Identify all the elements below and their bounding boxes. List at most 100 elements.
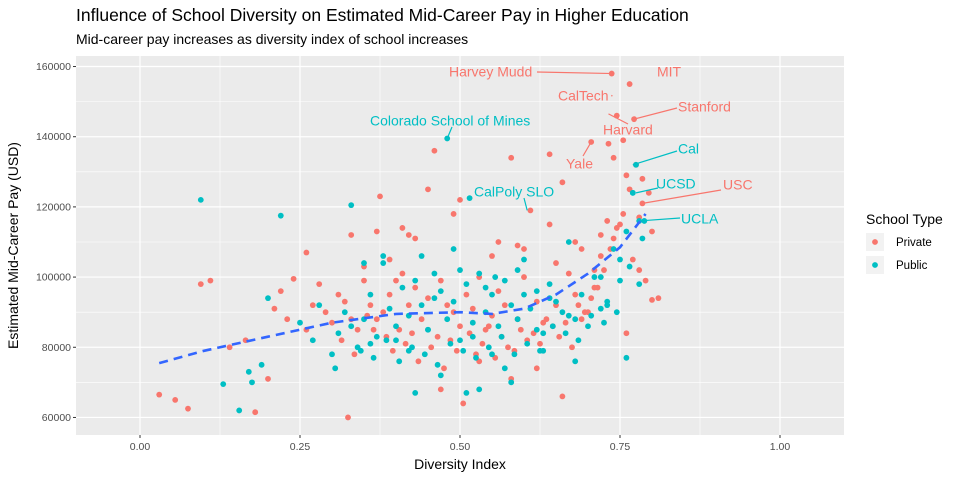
data-point-private: [252, 409, 259, 416]
data-point-private: [226, 344, 233, 351]
data-point-private: [626, 81, 633, 87]
data-point-public: [521, 291, 527, 298]
data-point-private: [335, 291, 342, 298]
data-point-private: [559, 179, 566, 186]
data-point-public: [367, 340, 374, 347]
data-point-public: [399, 284, 406, 291]
data-point-public: [533, 288, 540, 295]
data-point-public: [412, 277, 419, 284]
data-point-public: [258, 361, 265, 368]
data-point-public: [383, 337, 390, 344]
data-point-private: [514, 242, 521, 249]
data-point-public: [610, 246, 617, 252]
data-point-private: [409, 330, 415, 337]
data-point-private: [546, 221, 553, 228]
x-tick-label: 1.00: [770, 441, 791, 453]
data-point-public: [601, 319, 607, 326]
data-point-private: [620, 137, 627, 144]
data-point-public: [466, 195, 473, 202]
data-point-public: [604, 302, 611, 309]
data-point-private: [613, 225, 620, 231]
annotation-leader-colorado-school-of-mines: [446, 126, 453, 139]
data-point-private: [495, 239, 502, 245]
data-point-public: [409, 344, 415, 351]
data-point-private: [309, 302, 316, 309]
data-point-private: [655, 295, 662, 302]
y-axis-title: Estimated Mid-Career Pay (USD): [5, 142, 21, 349]
data-point-public: [380, 253, 387, 259]
annotation-label-calpoly-slo: CalPoly SLO: [474, 184, 554, 200]
data-point-private: [453, 347, 460, 354]
data-point-private: [489, 253, 495, 259]
data-point-private: [386, 256, 393, 263]
data-point-private: [556, 333, 563, 340]
data-point-private: [412, 284, 419, 291]
data-point-public: [425, 326, 431, 333]
data-point-public: [434, 361, 441, 368]
data-point-public: [501, 365, 508, 372]
data-point-public: [492, 274, 499, 280]
data-point-public: [469, 333, 476, 340]
data-point-public: [361, 260, 367, 266]
x-tick-label: 0.00: [130, 441, 151, 453]
chart-title: Influence of School Diversity on Estimat…: [76, 5, 689, 25]
data-point-public: [489, 351, 495, 358]
data-point-private: [290, 275, 297, 282]
annotation-label-ucla: UCLA: [681, 211, 719, 227]
data-point-private: [380, 309, 387, 316]
data-point-public: [489, 291, 495, 298]
data-point-public: [617, 256, 623, 263]
data-point-private: [620, 211, 627, 217]
data-point-public: [508, 379, 515, 386]
data-point-private: [425, 186, 431, 193]
data-point-public: [370, 354, 377, 361]
data-point-public: [485, 344, 492, 351]
data-point-private: [399, 225, 406, 231]
data-point-public: [629, 189, 636, 196]
data-point-public: [476, 270, 483, 277]
data-point-private: [425, 295, 431, 302]
data-point-private: [412, 235, 419, 242]
data-point-public: [495, 323, 502, 330]
data-point-public: [412, 389, 419, 396]
data-point-public: [197, 196, 204, 203]
data-point-public: [473, 354, 479, 361]
data-point-private: [578, 246, 585, 252]
x-tick-label: 0.75: [610, 441, 631, 453]
data-point-public: [265, 295, 271, 302]
data-point-private: [172, 397, 179, 403]
data-point-private: [559, 393, 566, 400]
data-point-public: [501, 277, 508, 284]
data-point-public: [332, 365, 339, 372]
data-point-private: [639, 175, 646, 182]
data-point-private: [373, 316, 380, 323]
data-point-public: [482, 284, 489, 291]
data-point-private: [386, 291, 393, 298]
data-point-public: [297, 319, 303, 326]
data-point-private: [284, 316, 291, 323]
data-point-public: [450, 298, 457, 305]
data-point-public: [457, 337, 463, 344]
annotation-label-colorado-school-of-mines: Colorado School of Mines: [370, 113, 530, 129]
data-point-private: [578, 316, 585, 323]
data-point-public: [463, 281, 470, 288]
annotation-leader-ucsd: [635, 187, 659, 194]
annotation-leader-cal: [632, 150, 678, 166]
data-point-private: [389, 347, 396, 354]
data-point-public: [585, 323, 591, 330]
data-point-public: [437, 372, 444, 379]
data-point-private: [434, 333, 441, 340]
data-point-public: [559, 309, 566, 316]
data-point-private: [562, 319, 569, 326]
data-point-public: [617, 277, 623, 284]
data-point-public: [549, 323, 556, 330]
data-point-private: [565, 270, 572, 277]
data-point-public: [329, 351, 335, 358]
data-point-private: [341, 298, 348, 305]
data-point-private: [399, 270, 406, 277]
data-point-public: [245, 368, 252, 375]
data-point-private: [156, 391, 163, 398]
annotation-label-usc: USC: [723, 177, 753, 193]
data-point-public: [386, 305, 393, 312]
